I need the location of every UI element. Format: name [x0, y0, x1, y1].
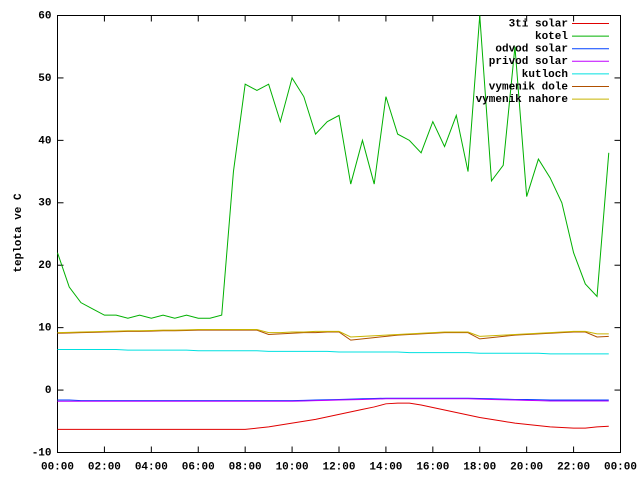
x-tick-label: 14:00 [369, 461, 402, 473]
x-tick-label: 04:00 [135, 461, 168, 473]
series-line [57, 398, 609, 402]
y-tick-label: 40 [38, 135, 51, 147]
series-line [57, 348, 609, 355]
legend-label: vymenik dole [489, 81, 569, 93]
series-line [57, 329, 609, 338]
x-tick-label: 20:00 [510, 461, 543, 473]
series-line [57, 402, 609, 430]
legend-label: 3ti solar [509, 18, 568, 30]
x-tick-label: 22:00 [557, 461, 590, 473]
x-tick-label: 12:00 [322, 461, 355, 473]
legend-label: odvod solar [495, 44, 568, 56]
x-tick-label: 00:00 [41, 461, 74, 473]
x-tick-label: 10:00 [276, 461, 309, 473]
x-tick-label: 02:00 [88, 461, 121, 473]
legend-label: kotel [535, 31, 568, 43]
y-tick-label: 20 [38, 260, 51, 272]
series-line [57, 329, 609, 341]
y-tick-label: 0 [45, 385, 52, 397]
x-tick-label: 16:00 [416, 461, 449, 473]
y-tick-label: 30 [38, 198, 51, 210]
x-tick-label: 06:00 [182, 461, 215, 473]
x-tick-label: 08:00 [229, 461, 262, 473]
y-tick-label: 60 [38, 10, 51, 22]
legend-label: vymenik nahore [476, 94, 569, 106]
x-tick-label: 00:00 [604, 461, 637, 473]
series-line [57, 15, 610, 319]
series-line [57, 397, 609, 402]
y-tick-label: 10 [38, 323, 51, 335]
legend-label: privod solar [489, 56, 568, 68]
legend-label: kutloch [522, 69, 568, 81]
x-tick-label: 18:00 [463, 461, 496, 473]
y-axis-label: teplota ve C [13, 193, 25, 273]
y-tick-label: 50 [38, 73, 51, 85]
y-tick-label: -10 [32, 447, 52, 459]
